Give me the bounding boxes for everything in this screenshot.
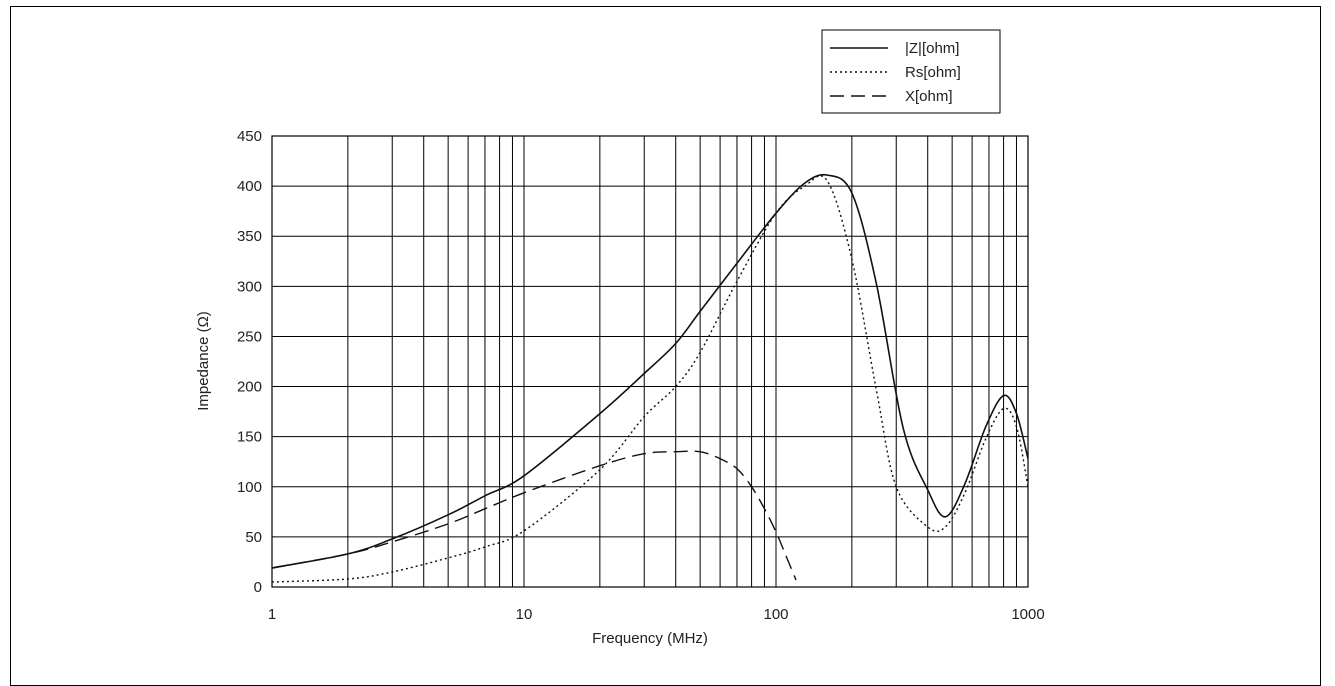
x-tick-label: 100	[763, 606, 788, 623]
grid	[271, 135, 1029, 588]
plot-area	[271, 135, 1029, 588]
x-tick-label: 10	[516, 606, 533, 623]
legend-label: |Z|[ohm]	[905, 40, 959, 57]
series-lines	[271, 173, 1029, 583]
impedance-chart: 1 10 100 1000 0 50 100 150 200 250 300 350 400 450 Fr…	[195, 29, 1045, 647]
y-tick-label: 450	[237, 128, 262, 145]
y-tick-label: 400	[237, 178, 262, 195]
y-tick-label: 350	[237, 228, 262, 245]
legend-label: X[ohm]	[905, 88, 953, 105]
legend: |Z|[ohm] Rs[ohm] X[ohm]	[821, 29, 1001, 114]
y-axis-label: Impedance (Ω)	[195, 311, 212, 411]
y-tick-label: 300	[237, 278, 262, 295]
x-axis-label: Frequency (MHz)	[592, 630, 708, 647]
y-tick-label: 250	[237, 328, 262, 345]
series-line-2	[271, 450, 797, 581]
tick-labels: 1 10 100 1000 0 50 100 150 200 250 300 350 400 450	[237, 128, 1045, 623]
y-tick-label: 100	[237, 479, 262, 496]
y-tick-label: 0	[254, 579, 262, 596]
y-tick-label: 200	[237, 379, 262, 396]
y-tick-label: 150	[237, 429, 262, 446]
legend-label: Rs[ohm]	[905, 64, 961, 81]
x-tick-label: 1	[268, 606, 276, 623]
y-tick-label: 50	[245, 529, 262, 546]
x-tick-label: 1000	[1011, 606, 1044, 623]
series-line-0	[271, 173, 1029, 569]
